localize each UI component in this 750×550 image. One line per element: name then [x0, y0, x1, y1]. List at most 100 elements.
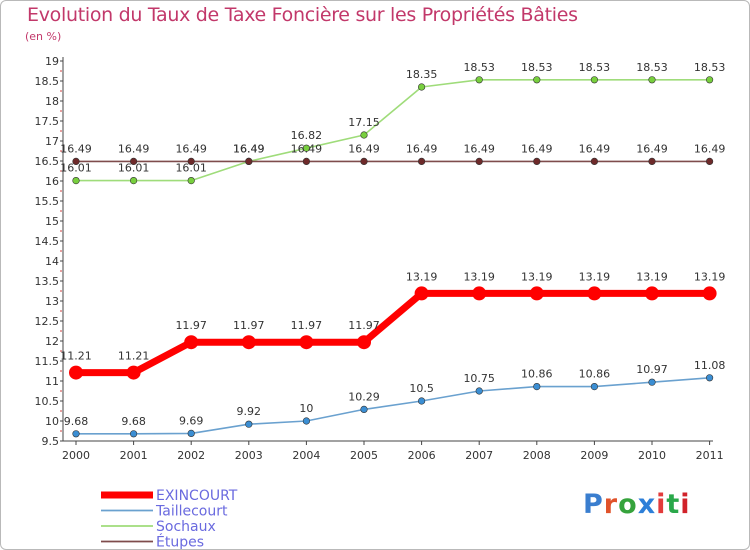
data-label-sochaux: 17.15	[348, 116, 380, 129]
data-point-sochaux	[187, 177, 195, 185]
y-tick-label: 16	[45, 175, 59, 188]
data-label-exincourt: 11.97	[348, 319, 380, 332]
data-label-sochaux: 18.35	[406, 68, 438, 81]
data-label-taillecourt: 9.92	[237, 405, 262, 418]
data-point-exincourt	[357, 335, 371, 350]
data-label-exincourt: 11.97	[175, 319, 207, 332]
data-point-exincourt	[529, 286, 544, 301]
data-point-taillecourt	[705, 374, 714, 382]
y-tick-label: 11.5	[35, 355, 60, 368]
legend-label--tupes: Étupes	[156, 534, 204, 550]
x-tick-label: 2007	[465, 449, 493, 462]
data-label-sochaux: 18.53	[463, 61, 495, 74]
data-label-exincourt: 13.19	[636, 270, 668, 283]
x-tick-label: 2003	[235, 449, 263, 462]
logo-letter: t	[666, 489, 681, 520]
data-point-taillecourt	[590, 383, 599, 391]
data-label-taillecourt: 10.75	[463, 372, 495, 385]
proxiti-logo: Proxiti	[583, 489, 691, 520]
data-label--tupes: 16.49	[406, 142, 438, 155]
x-tick-label: 2002	[177, 449, 205, 462]
x-tick-label: 2009	[580, 449, 608, 462]
data-point-sochaux	[360, 131, 368, 139]
logo-letter: r	[603, 489, 619, 520]
data-point-exincourt	[587, 286, 602, 301]
data-label-sochaux: 18.53	[521, 61, 553, 74]
data-label--tupes: 16.49	[348, 142, 380, 155]
logo-letter: i	[680, 489, 691, 520]
data-point--tupes	[360, 157, 368, 165]
data-point-exincourt	[414, 286, 429, 301]
y-tick-label: 14.5	[35, 235, 60, 248]
data-point-exincourt	[69, 365, 83, 380]
chart-title: Evolution du Taux de Taxe Foncière sur l…	[27, 4, 578, 26]
x-tick-label: 2011	[696, 449, 724, 462]
data-point--tupes	[418, 157, 426, 165]
legend-label-taillecourt: Taillecourt	[155, 504, 228, 520]
data-point-exincourt	[702, 286, 717, 301]
data-point-exincourt	[472, 286, 487, 301]
x-tick-label: 2005	[350, 449, 378, 462]
data-label-sochaux: 18.53	[694, 61, 726, 74]
data-label-taillecourt: 10.86	[521, 368, 553, 381]
logo-letter: i	[656, 489, 667, 520]
data-point--tupes	[302, 157, 311, 165]
x-tick-label: 2008	[523, 449, 551, 462]
y-tick-label: 16.5	[35, 155, 60, 168]
data-label-exincourt: 13.19	[463, 270, 495, 283]
data-point-taillecourt	[245, 420, 253, 428]
data-label-taillecourt: 10.5	[409, 382, 434, 395]
data-label-taillecourt: 10.97	[636, 363, 668, 376]
data-label-taillecourt: 9.69	[179, 414, 204, 427]
data-point-exincourt	[126, 365, 141, 380]
data-point-exincourt	[184, 335, 199, 350]
series-line-exincourt	[76, 289, 710, 377]
y-tick-label: 13	[45, 295, 59, 308]
data-point--tupes	[475, 157, 483, 165]
data-label-exincourt: 11.21	[118, 350, 150, 363]
y-tick-label: 12	[45, 335, 59, 348]
data-point-taillecourt	[533, 383, 541, 391]
data-point-taillecourt	[187, 429, 195, 438]
data-label-sochaux: 16.01	[118, 162, 150, 175]
data-point-taillecourt	[648, 378, 656, 386]
data-point-exincourt	[299, 335, 314, 350]
data-label-taillecourt: 9.68	[64, 415, 89, 428]
data-point-exincourt	[241, 335, 256, 350]
data-point--tupes	[590, 157, 599, 165]
y-tick-label: 12.5	[35, 315, 60, 328]
data-label--tupes: 16.49	[291, 142, 323, 155]
data-label-exincourt: 13.19	[406, 270, 438, 283]
series-line-sochaux	[76, 79, 710, 182]
y-tick-label: 10	[45, 415, 59, 428]
data-label-sochaux: 16.49	[233, 142, 265, 155]
data-label--tupes: 16.49	[636, 142, 668, 155]
data-label-sochaux: 18.53	[636, 61, 668, 74]
y-tick-label: 11	[45, 375, 59, 388]
data-label-exincourt: 13.19	[521, 270, 553, 283]
x-tick-label: 2001	[120, 449, 148, 462]
data-point-sochaux	[302, 144, 311, 152]
data-point--tupes	[72, 157, 80, 165]
data-point-taillecourt	[360, 405, 368, 414]
data-point-exincourt	[645, 286, 659, 301]
data-label-sochaux: 16.01	[60, 162, 92, 175]
data-point--tupes	[245, 157, 253, 165]
data-label--tupes: 16.49	[175, 142, 207, 155]
x-tick-label: 2006	[408, 449, 436, 462]
data-point-sochaux	[418, 83, 426, 91]
y-tick-label: 18.5	[35, 75, 60, 88]
data-point--tupes	[187, 157, 195, 165]
data-point-taillecourt	[475, 387, 483, 395]
data-label-taillecourt: 9.68	[121, 415, 146, 428]
chart-unit-label: (en %)	[25, 30, 62, 43]
data-point-taillecourt	[418, 397, 426, 405]
data-label-sochaux: 16.01	[175, 162, 207, 175]
data-point-sochaux	[130, 177, 138, 185]
data-label--tupes: 16.49	[694, 142, 726, 155]
data-point-taillecourt	[302, 417, 311, 425]
y-tick-label: 10.5	[35, 395, 60, 408]
y-tick-label: 15.5	[35, 195, 60, 208]
data-label-exincourt: 11.97	[233, 319, 265, 332]
